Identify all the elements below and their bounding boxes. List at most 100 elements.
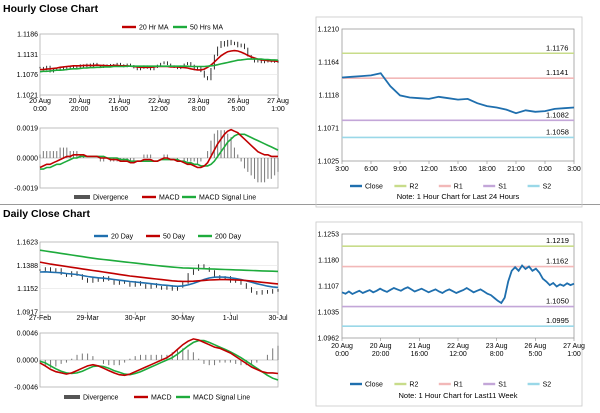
- hourly_levels-y-tick-label: 1.1025: [318, 159, 340, 166]
- daily_levels-x-tick-label: 27 Aug 1:00: [563, 343, 585, 358]
- hourly_macd-series-signal: [40, 133, 279, 170]
- daily_price-y-tick-label: 1.0917: [17, 310, 39, 317]
- hourly_levels-legend-r1: R1: [454, 184, 463, 191]
- daily_price-legend-20-day: 20 Day: [111, 234, 134, 241]
- hourly_levels-x-tick-label: 18:00: [478, 166, 496, 173]
- daily_levels-y-tick-label: 1.1035: [318, 310, 340, 317]
- hourly_price-x-tick-label: 27 Aug 1:00: [267, 98, 289, 113]
- daily_price-x-tick-label: 27-Feb: [29, 315, 51, 322]
- daily-section-title: Daily Close Chart: [3, 208, 90, 220]
- daily_price-y-tick-label: 1.1388: [17, 263, 39, 270]
- hourly_macd-legend-divergence: [74, 195, 90, 199]
- daily_price-x-tick-label: 1-Jul: [223, 315, 239, 322]
- daily_levels-legend-s1: S1: [498, 382, 507, 389]
- daily_levels-panel-border: [315, 221, 583, 407]
- hourly_levels-y-tick-label: 1.1071: [318, 126, 340, 133]
- hourly-section-title: Hourly Close Chart: [3, 3, 99, 15]
- hourly_levels-legend-r2: R2: [409, 184, 418, 191]
- daily_levels-legend-s2: S2: [543, 382, 552, 389]
- daily_levels-y-tick-label: 1.0962: [318, 336, 340, 343]
- daily_macd-legend-divergence: Divergence: [83, 395, 119, 402]
- daily_price-y-tick-label: 1.1623: [17, 240, 39, 247]
- daily_price-series-50-day: [39, 261, 279, 285]
- daily_levels-x-tick-label: 26 Aug 5:00: [524, 343, 546, 358]
- hourly_levels-y-tick-label: 1.1164: [318, 60, 339, 67]
- hourly_levels-level-label-s2: 1.1058: [546, 127, 569, 136]
- daily_levels-x-tick-label: 23 Aug 8:00: [486, 343, 508, 358]
- daily_levels-x-tick-label: 20 Aug 20:00: [370, 343, 392, 358]
- hourly_price-x-tick-label: 20 Aug 0:00: [29, 98, 51, 113]
- hourly_price-x-tick-label: 21 Aug 16:00: [108, 98, 130, 113]
- daily_levels-level-label-r1: 1.1162: [546, 257, 568, 266]
- daily_price-x-tick-label: 30-May: [171, 315, 195, 322]
- daily_price-x-tick-label: 30-Jul: [268, 315, 288, 322]
- hourly_price-x-tick-label: 22 Aug 12:00: [148, 98, 170, 113]
- hourly_macd-legend-divergence: Divergence: [93, 195, 129, 202]
- daily_levels-level-label-s2: 1.0995: [546, 316, 569, 325]
- daily_price-series-200-day: [39, 249, 279, 273]
- hourly_levels-y-tick-label: 1.1118: [319, 93, 339, 100]
- daily_price-y-tick-label: 1.1152: [17, 286, 38, 293]
- hourly_price-y-tick-label: 1.1131: [17, 52, 38, 59]
- daily_levels-series-close: [341, 264, 575, 305]
- hourly_macd-legend-macd: MACD: [159, 195, 180, 202]
- daily_price-x-tick-label: 29-Mar: [77, 315, 100, 322]
- daily_macd-y-tick-label: 0.0046: [17, 331, 39, 338]
- daily_levels-y-tick-label: 1.1180: [318, 258, 339, 265]
- hourly_macd-legend-signal: MACD Signal Line: [199, 195, 256, 202]
- daily_levels-y-tick-label: 1.1107: [318, 284, 339, 291]
- daily_levels-x-tick-label: 20 Aug 0:00: [331, 343, 353, 358]
- daily_levels-legend-close: Close: [365, 382, 383, 389]
- hourly_levels-x-tick-label: 3:00: [335, 166, 349, 173]
- hourly_price-series-50-hrs-ma: [39, 58, 279, 73]
- daily_price-legend-200-day: 200 Day: [215, 234, 242, 241]
- daily_macd-y-tick-label: -0.0046: [14, 385, 38, 392]
- daily_levels-level-label-r2: 1.1219: [546, 236, 569, 245]
- daily_levels-legend-r1: R1: [454, 382, 463, 389]
- hourly_macd-y-tick-label: 0.0019: [17, 126, 39, 133]
- hourly_levels-x-tick-label: 21:00: [507, 166, 525, 173]
- hourly_price-legend-20-hr-ma: 20 Hr MA: [139, 25, 169, 32]
- hourly_levels-x-tick-label: 9:00: [393, 166, 407, 173]
- daily_macd-legend-divergence-swatch: [64, 395, 80, 399]
- hourly_levels-series-close: [341, 72, 575, 115]
- hourly_price-x-tick-label: 23 Aug 8:00: [188, 98, 210, 113]
- daily_macd-legend-macd: MACD: [151, 395, 172, 402]
- daily_macd-series-signal: [39, 339, 279, 381]
- daily_levels-legend-r2: R2: [409, 382, 418, 389]
- hourly_macd-y-tick-label: -0.0019: [14, 186, 38, 193]
- hourly_levels-legend-s2: S2: [543, 184, 552, 191]
- hourly_levels-note: Note: 1 Hour Chart for Last 24 Hours: [397, 192, 520, 201]
- daily_price-legend-50-day: 50 Day: [163, 234, 186, 241]
- hourly_price-y-tick-label: 1.1021: [17, 93, 39, 100]
- hourly_levels-panel-border: [315, 16, 583, 208]
- daily_price-frame: [39, 241, 279, 313]
- hourly_levels-x-tick-label: 12:00: [420, 166, 438, 173]
- hourly_levels-level-label-s1: 1.1082: [546, 110, 569, 119]
- hourly_macd-legend-divergence-swatch: [74, 195, 90, 199]
- hourly_macd-y-tick-label: 0.0000: [17, 156, 39, 163]
- hourly_levels-frame: [341, 28, 575, 162]
- daily_macd-series-macd: [39, 338, 279, 377]
- daily_macd-y-tick-label: 0.0000: [17, 358, 39, 365]
- daily_macd-legend-divergence: [64, 395, 80, 399]
- hourly_levels-x-tick-label: 6:00: [364, 166, 378, 173]
- hourly_macd-series-macd: [39, 128, 278, 169]
- hourly_price-frame: [39, 33, 279, 96]
- daily_levels-level-label-s1: 1.1050: [546, 297, 569, 306]
- hourly_levels-x-tick-label: 3:00: [567, 166, 581, 173]
- hourly_levels-legend-close: Close: [365, 184, 383, 191]
- daily_price-x-tick-label: 30-Apr: [125, 315, 147, 322]
- daily_price-series-20-day: [39, 270, 279, 289]
- section-divider: [0, 204, 600, 205]
- daily_macd-legend-signal: MACD Signal Line: [193, 395, 250, 402]
- hourly_price-y-tick-label: 1.1186: [17, 32, 38, 39]
- daily_levels-x-tick-label: 22 Aug 12:00: [447, 343, 469, 358]
- daily_levels-frame: [341, 233, 575, 339]
- hourly_levels-legend-s1: S1: [498, 184, 507, 191]
- daily_levels-y-tick-label: 1.1253: [318, 232, 340, 239]
- hourly_levels-x-tick-label: 15:00: [449, 166, 467, 173]
- daily_levels-x-tick-label: 21 Aug 16:00: [408, 343, 430, 358]
- daily_levels-note: Note: 1 Hour Chart for Last11 Week: [399, 391, 518, 400]
